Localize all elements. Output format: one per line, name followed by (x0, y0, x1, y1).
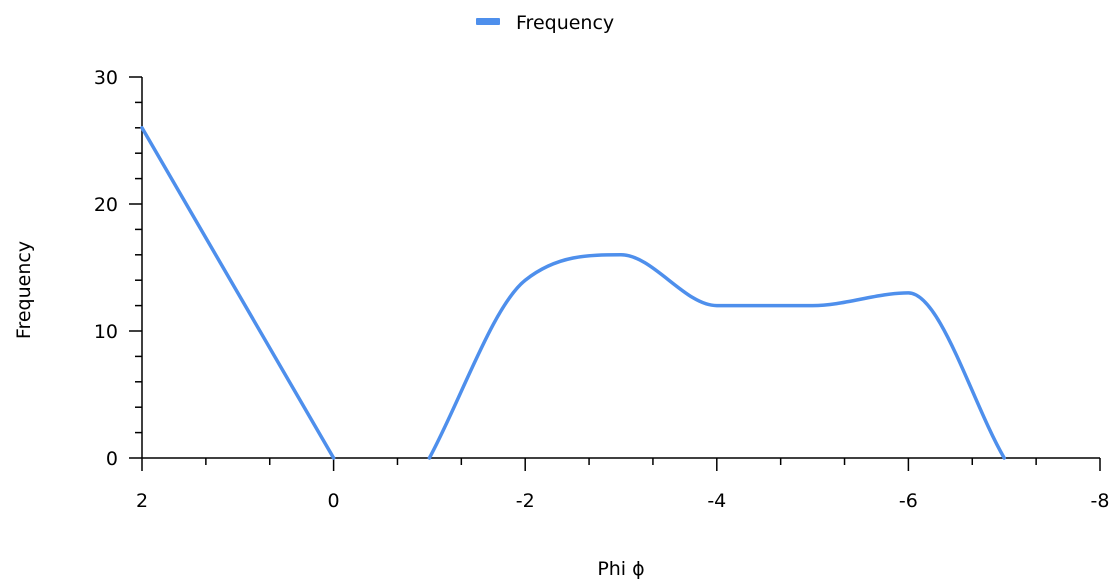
y-tick-label: 20 (94, 194, 118, 216)
legend-swatch (476, 18, 500, 25)
x-tick-label: -2 (516, 490, 535, 512)
x-tick-label: -4 (707, 490, 726, 512)
y-axis: 0 10 20 30 (94, 67, 143, 470)
y-tick-label: 0 (106, 448, 118, 470)
legend-label: Frequency (516, 12, 614, 34)
y-tick-label: 10 (94, 321, 118, 343)
plot-area (140, 126, 1006, 460)
series-line-frequency (427, 253, 1006, 460)
series-line-frequency (140, 126, 336, 460)
x-axis: 2 0 -2 -4 -6 -8 (136, 457, 1110, 512)
x-tick-label: 2 (136, 490, 148, 512)
x-tick-label: -8 (1091, 490, 1110, 512)
y-tick-label: 30 (94, 67, 118, 89)
x-axis-title: Phi ϕ (597, 558, 644, 580)
y-axis-title: Frequency (13, 241, 35, 339)
x-tick-label: -6 (899, 490, 918, 512)
legend: Frequency (476, 12, 614, 34)
x-tick-label: 0 (328, 490, 340, 512)
